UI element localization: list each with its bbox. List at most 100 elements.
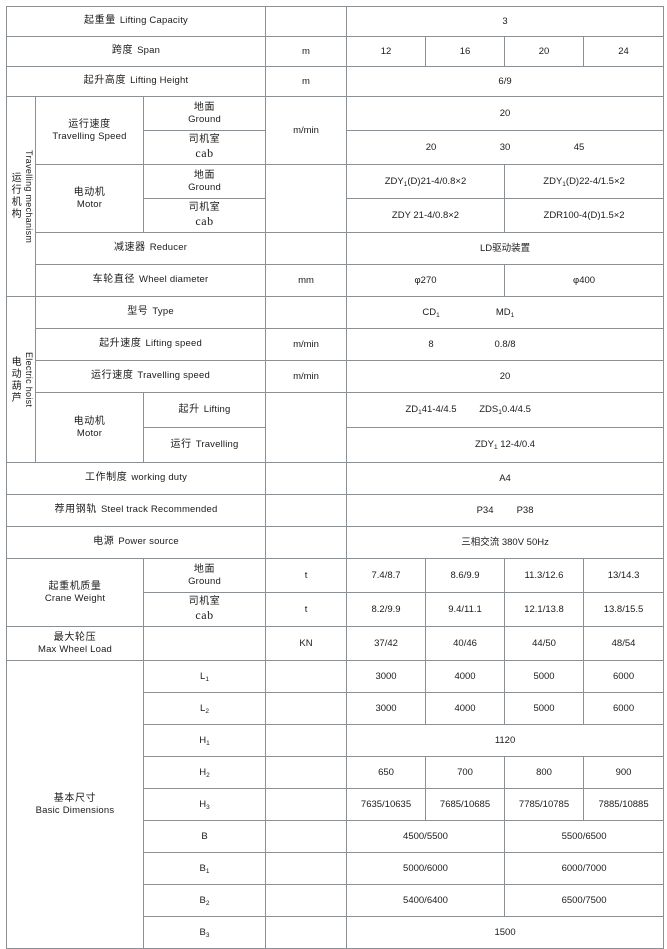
value-dim-H3-4: 7885/10885 <box>583 788 665 821</box>
motor-code-prefix: ZDY <box>384 175 404 187</box>
value-working-duty: A4 <box>346 462 665 495</box>
label-cn: 跨度 <box>111 45 134 57</box>
unit-dim-B3 <box>265 916 348 949</box>
table-row-hoist-motor-travelling: 运行 Travelling ZDY1 12-4/0.4 <box>7 427 665 463</box>
unit-lifting-capacity <box>265 6 348 37</box>
table-row-crane-weight-ground: 起重机质量 Crane Weight 地面 Ground t 7.4/8.7 8… <box>6 558 665 627</box>
sublabel-en: Lifting <box>203 403 231 415</box>
value-dim-B2-left: 5400/6400 <box>346 884 506 917</box>
label-en: Steel track Recommended <box>100 504 218 516</box>
label-cn: 起升高度 <box>83 75 127 87</box>
table-row-hoist-lifting-speed: 起升速度 Lifting speed m/min 8 0.8/8 <box>7 328 665 361</box>
sublabel-travelling-speed-ground: 地面 Ground <box>142 96 267 131</box>
unit-power-source <box>265 526 348 559</box>
motor-code-sub: 1 <box>562 180 566 188</box>
label-cn: 电动机 <box>73 415 106 427</box>
symbol-dim-H1: H1 <box>142 724 267 757</box>
unit-max-wheel-load: KN <box>265 626 348 661</box>
row-label-power-source: 电源 Power source <box>5 526 267 559</box>
symbol-dim-B2: B2 <box>142 884 267 917</box>
value-dim-L1-3: 5000 <box>504 660 585 693</box>
symbol-dim-H3: H3 <box>142 788 267 821</box>
unit-steel-track <box>265 494 348 527</box>
value-dim-H3-2: 7685/10685 <box>425 788 506 821</box>
table-row-lifting-height: 起升高度 Lifting Height m 6/9 <box>5 66 665 97</box>
label-cn: 车轮直径 <box>92 274 136 286</box>
row-label-max-wheel-load: 最大轮压 Max Wheel Load <box>6 626 144 661</box>
value-crane-weight-cab-4: 13.8/15.5 <box>583 592 665 627</box>
table-row-steel-track: 荐用钢轨 Steel track Recommended P34 P38 <box>5 494 665 527</box>
unit-travelling-speed: m/min <box>265 96 348 165</box>
value-dim-L1-2: 4000 <box>425 660 506 693</box>
label-en: Span <box>137 45 161 57</box>
value-wheel-diameter-right: φ400 <box>504 264 665 297</box>
label-en: Basic Dimensions <box>35 804 115 816</box>
label-en: Max Wheel Load <box>37 643 113 655</box>
value-lifting-speed-a: 8 <box>428 338 434 350</box>
table-row-hoist-type: 电动葫芦 Electric hoist 型号 Type CD1 MD1 <box>6 296 665 463</box>
value-dim-L2-4: 6000 <box>583 692 665 725</box>
row-label-steel-track: 荐用钢轨 Steel track Recommended <box>5 494 267 527</box>
rail-label-cn: 运行机构 <box>9 172 21 221</box>
sublabel-max-wheel-load-empty <box>142 626 267 661</box>
sublabel-en: Ground <box>188 181 221 193</box>
label-en: working duty <box>131 472 188 484</box>
value-steel-track-a: P34 <box>476 504 494 516</box>
unit-dim-H1 <box>265 724 348 757</box>
value-travel-motor-cab-left: ZDY 21-4/0.8×2 <box>346 198 506 233</box>
value-max-wheel-load-2: 40/46 <box>425 626 506 661</box>
value-reducer: LD驱动装置 <box>346 232 665 265</box>
value-crane-weight-cab-2: 9.4/11.1 <box>425 592 506 627</box>
sublabel-travel-motor-cab: 司机室 cab <box>142 198 267 233</box>
value-crane-weight-ground-1: 7.4/8.7 <box>346 558 427 593</box>
symbol-dim-L1: L1 <box>142 660 267 693</box>
table-row-hoist-motor-lifting: 电动机 Motor 起升 Lifting ZD141-4/4.5 ZDS10.4/… <box>7 392 665 463</box>
value-crane-weight-ground-2: 8.6/9.9 <box>425 558 506 593</box>
label-en: Travelling speed <box>137 370 210 382</box>
value-cab-speed-1: 20 <box>425 141 437 153</box>
value-hoist-motor-lifting: ZD141-4/4.5 ZDS10.4/4.5 <box>346 392 665 428</box>
value-hoist-motor-travelling: ZDY1 12-4/0.4 <box>346 427 665 463</box>
label-cn: 运行速度 <box>68 118 111 130</box>
value-dim-B1-right: 6000/7000 <box>504 852 665 885</box>
row-label-basic-dimensions: 基本尺寸 Basic Dimensions <box>6 660 144 949</box>
label-cn: 最大轮压 <box>53 631 97 643</box>
value-span-4: 24 <box>583 36 665 67</box>
row-label-crane-weight: 起重机质量 Crane Weight <box>6 558 144 627</box>
unit-lifting-height: m <box>265 66 348 97</box>
value-hoist-lifting-speed: 8 0.8/8 <box>346 328 665 361</box>
unit-reducer <box>265 232 348 265</box>
table-row-dim-L2: L2 3000 4000 5000 6000 <box>7 692 665 725</box>
label-en: Lifting Capacity <box>119 15 188 27</box>
label-cn: 减速器 <box>113 242 146 254</box>
value-span-3: 20 <box>504 36 585 67</box>
row-label-span: 跨度 Span <box>5 36 267 67</box>
value-hoist-motor-lifting-a: ZD141-4/4.5 <box>405 404 457 417</box>
value-dim-B-left: 4500/5500 <box>346 820 506 853</box>
rail-label-en: Travelling mechanism <box>24 149 35 244</box>
label-cn: 工作制度 <box>84 472 128 484</box>
label-en: Lifting speed <box>145 338 202 350</box>
sublabel-crane-weight-ground: 地面 Ground <box>142 558 267 593</box>
motor-code-prefix: ZDY <box>543 175 563 187</box>
sublabel-en: cab <box>195 146 214 161</box>
unit-hoist-travelling-speed: m/min <box>265 360 348 393</box>
value-max-wheel-load-4: 48/54 <box>583 626 665 661</box>
motor-code-sub: 1 <box>403 180 408 188</box>
value-dim-H3-1: 7635/10635 <box>346 788 427 821</box>
value-crane-weight-ground-4: 13/14.3 <box>583 558 665 593</box>
unit-working-duty <box>265 462 348 495</box>
section-rail-travelling-mechanism: 运行机构 Travelling mechanism <box>6 96 36 297</box>
sublabel-cn: 司机室 <box>188 202 221 214</box>
value-cab-speed-2: 30 <box>499 141 511 153</box>
label-en: Travelling Speed <box>52 130 127 142</box>
row-label-hoist-lifting-speed: 起升速度 Lifting speed <box>34 328 267 361</box>
table-row-travel-motor-ground: 电动机 Motor 地面 Ground ZDY1(D)21-4/0.8×2 ZD… <box>7 164 665 233</box>
sublabel-en: cab <box>195 608 214 623</box>
unit-wheel-diameter: mm <box>265 264 348 297</box>
sublabel-cn: 地面 <box>193 169 216 181</box>
label-cn: 起升速度 <box>99 338 142 350</box>
table-row-power-source: 电源 Power source 三相交流 380V 50Hz <box>5 526 665 559</box>
value-dim-L2-2: 4000 <box>425 692 506 725</box>
symbol-dim-B3: B3 <box>142 916 267 949</box>
